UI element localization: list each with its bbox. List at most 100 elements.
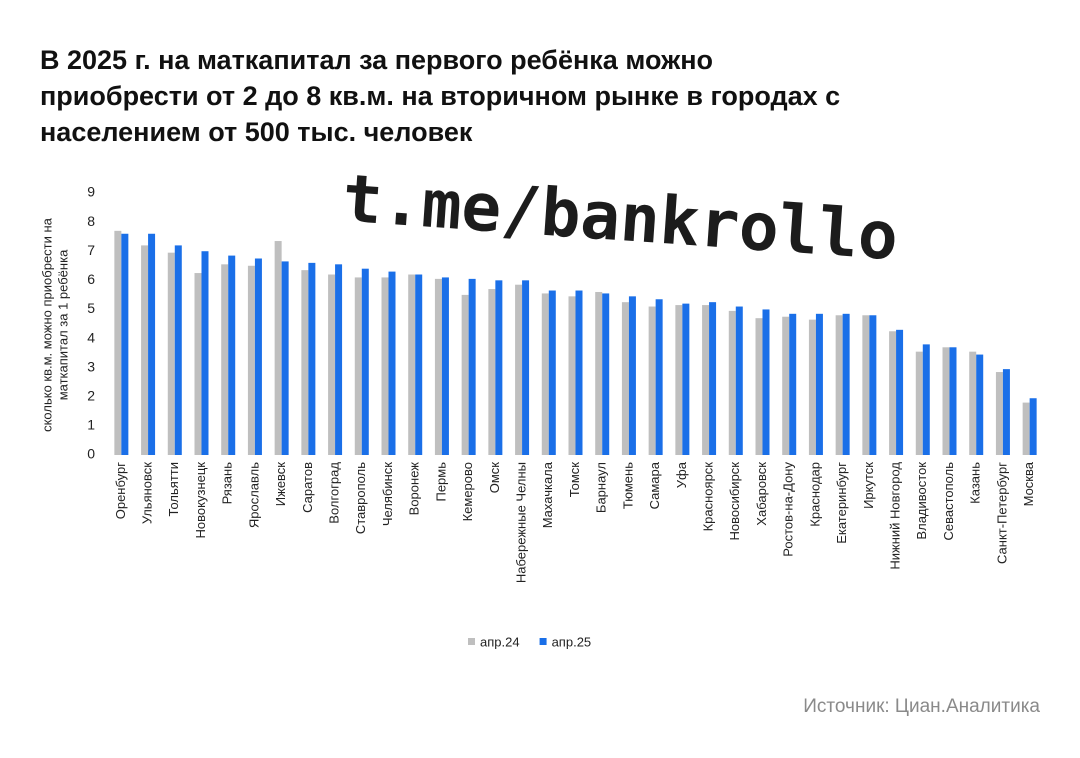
bar — [896, 329, 904, 455]
bar — [541, 293, 549, 455]
bar — [281, 261, 289, 455]
x-tick-label: Уфа — [674, 461, 689, 488]
x-tick-label: Красноярск — [701, 462, 716, 532]
bar — [682, 303, 690, 455]
bar — [301, 270, 309, 455]
bar — [995, 372, 1003, 455]
bar — [468, 278, 476, 455]
y-tick-label: 9 — [87, 184, 95, 200]
bar — [194, 273, 202, 455]
x-tick-label: Тольятти — [166, 462, 181, 516]
y-tick-label: 7 — [87, 242, 95, 258]
bar — [408, 274, 416, 455]
bar — [949, 347, 957, 455]
x-tick-label: Ижевск — [273, 462, 288, 507]
bar — [915, 351, 923, 455]
chart-title: В 2025 г. на маткапитал за первого ребён… — [40, 45, 841, 147]
bar — [808, 319, 816, 455]
y-axis-label: маткапитал за 1 ребёнка — [55, 249, 70, 400]
bar — [361, 268, 369, 455]
bar — [167, 252, 175, 455]
bar — [415, 274, 423, 455]
bar — [441, 277, 449, 455]
x-tick-label: Воронеж — [407, 462, 422, 516]
bar — [575, 290, 583, 455]
bar — [869, 315, 877, 455]
bar — [568, 296, 576, 455]
x-tick-label: Ярославль — [246, 462, 261, 528]
bar — [1029, 398, 1037, 455]
x-tick-label: Краснодар — [807, 462, 822, 527]
x-tick-label: Самара — [647, 461, 662, 509]
legend-swatch — [468, 638, 475, 645]
x-tick-label: Новосибирск — [727, 462, 742, 541]
x-tick-label: Пермь — [433, 462, 448, 502]
bar — [434, 278, 442, 455]
y-tick-label: 8 — [87, 213, 95, 229]
x-tick-label: Ульяновск — [140, 462, 155, 524]
bar — [335, 264, 343, 455]
bar — [889, 331, 897, 455]
x-tick-label: Санкт-Петербург — [994, 462, 1009, 564]
bar — [548, 290, 556, 455]
y-axis-label: сколько кв.м. можно приобрести на — [39, 217, 54, 432]
bar — [675, 305, 683, 455]
bar — [488, 289, 496, 455]
bar — [835, 315, 843, 455]
bar — [782, 316, 790, 455]
legend-label: апр.25 — [552, 634, 592, 649]
bar — [922, 344, 930, 455]
x-tick-label: Екатеринбург — [834, 462, 849, 544]
x-tick-label: Иркутск — [861, 462, 876, 509]
y-tick-label: 5 — [87, 300, 95, 316]
bar — [174, 245, 182, 455]
bar — [247, 265, 255, 455]
bar — [969, 351, 977, 455]
bar — [942, 347, 950, 455]
bar — [1022, 402, 1030, 455]
bar — [221, 264, 229, 455]
y-tick-label: 6 — [87, 271, 95, 287]
x-tick-label: Саратов — [300, 462, 315, 513]
legend-label: апр.24 — [480, 634, 520, 649]
bar — [381, 277, 389, 455]
bar — [148, 233, 156, 455]
x-tick-label: Волгоград — [327, 462, 342, 524]
x-tick-label: Рязань — [220, 462, 235, 505]
bar — [515, 284, 523, 455]
y-tick-label: 0 — [87, 446, 95, 462]
x-tick-label: Москва — [1021, 461, 1036, 506]
y-tick-label: 2 — [87, 387, 95, 403]
y-tick-label: 1 — [87, 417, 95, 433]
x-tick-label: Ростов-на-Дону — [781, 462, 796, 557]
x-tick-label: Казань — [968, 462, 983, 504]
bar — [274, 241, 282, 455]
bar — [976, 354, 984, 455]
bar — [354, 277, 362, 455]
x-tick-label: Набережные Челны — [514, 462, 529, 583]
y-tick-label: 3 — [87, 358, 95, 374]
bar — [328, 274, 336, 455]
bar — [121, 233, 129, 455]
bar — [114, 230, 122, 455]
bar — [141, 245, 149, 455]
bar — [755, 318, 763, 455]
x-tick-label: Томск — [567, 462, 582, 498]
x-tick-label: Тюмень — [620, 462, 635, 509]
bar — [254, 258, 262, 455]
bar — [621, 302, 629, 455]
x-tick-label: Владивосток — [914, 462, 929, 540]
y-tick-label: 4 — [87, 329, 95, 345]
bar — [201, 251, 209, 455]
bar — [461, 294, 469, 455]
bar — [728, 310, 736, 455]
bar — [628, 296, 636, 455]
bar — [228, 255, 236, 455]
x-tick-label: Махачкала — [540, 461, 555, 528]
bar — [1002, 369, 1010, 455]
x-tick-label: Барнаул — [594, 462, 609, 513]
bar — [862, 315, 870, 455]
bar — [789, 313, 797, 455]
watermark: t.me/bankrollo — [340, 160, 900, 276]
